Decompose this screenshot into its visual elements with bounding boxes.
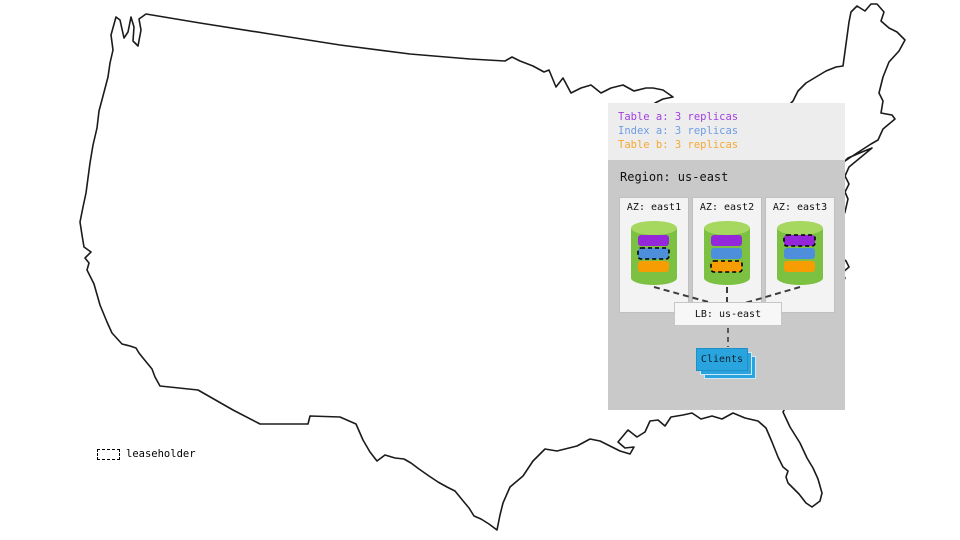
connector-east3-to-lb [744,286,801,304]
replica-bar-table-b [638,261,669,272]
database-cylinder-east2 [704,221,750,285]
region-panel: Region: us-east AZ: east1 AZ: east2 [608,160,845,410]
connector-lines [653,286,801,347]
replica-bar-index-a-leaseholder [637,247,670,260]
load-balancer-box: LB: us-east [674,302,782,326]
leaseholder-key-label: leaseholder [126,448,196,460]
database-cylinder-east3 [777,221,823,285]
legend-index-a: Index a: 3 replicas [618,125,739,137]
us-outline-path [79,3,906,531]
connector-east1-to-lb [653,286,713,304]
az-label-east3: AZ: east3 [772,202,828,213]
replica-bar-table-b [784,261,815,272]
database-cylinder-east1 [631,221,677,285]
replica-legend-panel: Table a: 3 replicas Index a: 3 replicas … [608,103,845,160]
az-label-east2: AZ: east2 [699,202,755,213]
replica-bar-index-a [711,248,742,259]
clients-stack: Clients [696,348,756,379]
legend-table-b: Table b: 3 replicas [618,139,739,151]
leaseholder-key: leaseholder [97,448,196,460]
az-box-east3: AZ: east3 [765,197,835,313]
legend-table-a: Table a: 3 replicas [618,111,739,123]
clients-box: Clients [696,348,748,371]
region-title: Region: us-east [620,170,729,184]
replica-bar-table-a-leaseholder [783,234,816,247]
replica-bar-table-a [711,235,742,246]
leaseholder-dashed-swatch-icon [97,448,120,460]
az-label-east1: AZ: east1 [626,202,682,213]
replica-bar-index-a [784,248,815,259]
replica-bar-table-a [638,235,669,246]
az-row: AZ: east1 AZ: east2 [619,197,835,313]
replica-bar-table-b-leaseholder [710,260,743,273]
az-box-east2: AZ: east2 [692,197,762,313]
